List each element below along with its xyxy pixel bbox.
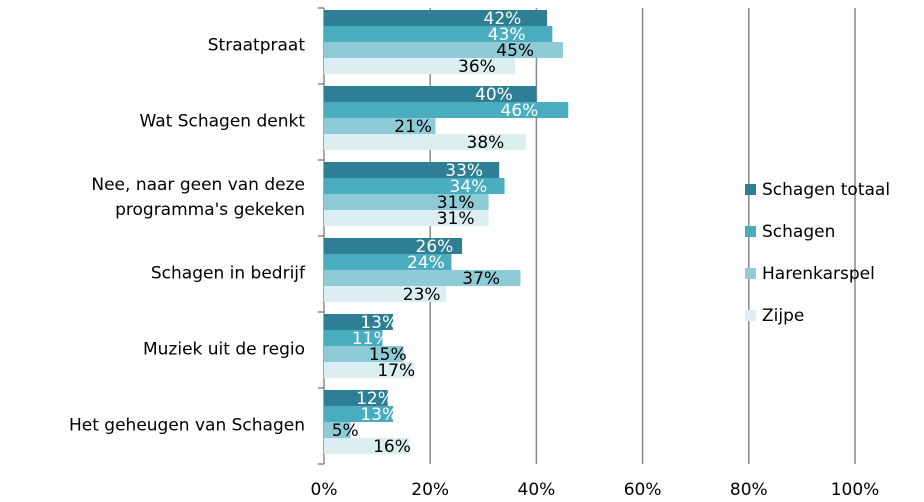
data-label: 45% (496, 41, 534, 61)
data-label: 12% (356, 389, 394, 409)
x-tick-label: 80% (730, 480, 768, 500)
bar (324, 102, 569, 118)
bar (324, 58, 516, 74)
data-label: 5% (332, 421, 359, 441)
data-label: 34% (450, 177, 488, 197)
bar (324, 238, 463, 254)
data-label: 46% (501, 101, 539, 121)
bar (324, 134, 526, 150)
category-label: Wat Schagen denkt (139, 111, 305, 132)
bar (324, 162, 500, 178)
bar (324, 422, 351, 438)
bar (324, 210, 489, 226)
data-label: 40% (475, 85, 513, 105)
data-label: 13% (360, 405, 398, 425)
data-label: 16% (373, 437, 411, 457)
x-tick-label: 100% (831, 480, 880, 500)
x-tick-label: 20% (411, 480, 449, 500)
bar (324, 118, 436, 134)
data-label: 38% (467, 133, 505, 153)
data-label: 11% (352, 329, 390, 349)
legend-swatch (745, 310, 756, 321)
legend-label: Schagen (762, 222, 835, 242)
legend-swatch (745, 226, 756, 237)
category-label: Nee, naar geen van deze programma's geke… (91, 175, 305, 220)
data-label: 26% (416, 237, 454, 257)
legend-swatch (745, 268, 756, 279)
bar (324, 314, 394, 330)
legend-label: Zijpe (762, 306, 804, 326)
bar (324, 330, 383, 346)
legend-label: Schagen totaal (762, 180, 890, 200)
bar (324, 26, 553, 42)
bar (324, 390, 388, 406)
data-label: 42% (484, 9, 522, 29)
data-label: 31% (437, 209, 475, 229)
bar (324, 178, 505, 194)
category-label: Schagen in bedrijf (150, 263, 305, 284)
legend-swatch (745, 184, 756, 195)
bar (324, 42, 563, 58)
data-label: 36% (458, 57, 496, 77)
x-tick-label: 0% (311, 480, 338, 500)
bar (324, 254, 452, 270)
data-label: 31% (437, 193, 475, 213)
data-label: 23% (403, 285, 441, 305)
bar (324, 438, 409, 454)
category-label: Muziek uit de regio (142, 339, 305, 360)
x-tick-label: 40% (518, 480, 556, 500)
bar (324, 194, 489, 210)
data-label: 15% (369, 345, 407, 365)
data-label: 43% (488, 25, 526, 45)
category-label: Straatpraat (207, 35, 305, 56)
category-label: Het geheugen van Schagen (68, 415, 305, 436)
legend-label: Harenkarspel (762, 264, 875, 284)
data-label: 13% (360, 313, 398, 333)
bar (324, 10, 548, 26)
data-label: 21% (394, 117, 432, 137)
bar (324, 86, 537, 102)
data-label: 24% (407, 253, 445, 273)
data-label: 17% (377, 361, 415, 381)
data-label: 33% (445, 161, 483, 181)
bar (324, 346, 404, 362)
x-tick-label: 60% (624, 480, 662, 500)
bar (324, 362, 415, 378)
bar (324, 406, 394, 422)
data-label: 37% (462, 269, 500, 289)
bar (324, 270, 521, 286)
bar (324, 286, 447, 302)
